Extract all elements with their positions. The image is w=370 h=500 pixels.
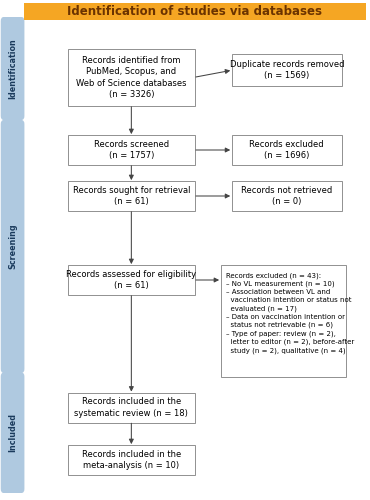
FancyBboxPatch shape bbox=[1, 17, 24, 120]
FancyBboxPatch shape bbox=[232, 135, 342, 165]
Text: Records excluded (n = 43):
– No VL measurement (n = 10)
– Association between VL: Records excluded (n = 43): – No VL measu… bbox=[226, 272, 355, 354]
FancyBboxPatch shape bbox=[68, 50, 195, 106]
Text: Records screened
(n = 1757): Records screened (n = 1757) bbox=[94, 140, 169, 160]
Text: Records identified from
PubMed, Scopus, and
Web of Science databases
(n = 3326): Records identified from PubMed, Scopus, … bbox=[76, 56, 186, 99]
Text: Records excluded
(n = 1696): Records excluded (n = 1696) bbox=[249, 140, 324, 160]
FancyBboxPatch shape bbox=[68, 445, 195, 475]
Text: Records included in the
systematic review (n = 18): Records included in the systematic revie… bbox=[74, 398, 188, 417]
FancyBboxPatch shape bbox=[232, 181, 342, 211]
FancyBboxPatch shape bbox=[221, 265, 346, 377]
Text: Identification of studies via databases: Identification of studies via databases bbox=[67, 5, 323, 18]
FancyBboxPatch shape bbox=[1, 120, 24, 373]
FancyBboxPatch shape bbox=[1, 372, 24, 493]
Text: Records not retrieved
(n = 0): Records not retrieved (n = 0) bbox=[241, 186, 332, 206]
FancyBboxPatch shape bbox=[68, 181, 195, 211]
Text: Identification: Identification bbox=[8, 38, 17, 99]
Text: Records sought for retrieval
(n = 61): Records sought for retrieval (n = 61) bbox=[73, 186, 190, 206]
Text: Duplicate records removed
(n = 1569): Duplicate records removed (n = 1569) bbox=[229, 60, 344, 80]
Text: Records assessed for eligibility
(n = 61): Records assessed for eligibility (n = 61… bbox=[66, 270, 196, 290]
FancyBboxPatch shape bbox=[68, 135, 195, 165]
Text: Screening: Screening bbox=[8, 224, 17, 270]
FancyBboxPatch shape bbox=[24, 3, 366, 20]
Text: Records included in the
meta-analysis (n = 10): Records included in the meta-analysis (n… bbox=[82, 450, 181, 470]
Text: Included: Included bbox=[8, 413, 17, 452]
FancyBboxPatch shape bbox=[68, 265, 195, 295]
FancyBboxPatch shape bbox=[68, 392, 195, 422]
FancyBboxPatch shape bbox=[232, 54, 342, 86]
